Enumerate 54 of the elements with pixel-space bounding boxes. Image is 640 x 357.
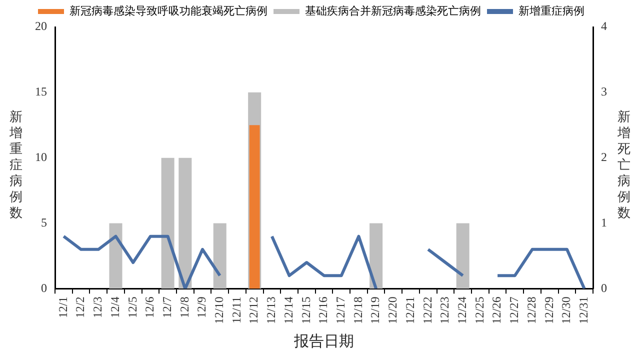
x-tick-label: 12/15 [298,296,313,324]
y-tick-label: 5 [41,215,47,230]
x-tick-label: 12/5 [125,296,140,318]
legend-label: 基础疾病合并新冠病毒感染死亡病例 [305,4,481,18]
y-axis-title: 新增重症病例数 [8,110,24,222]
x-tick-label: 12/4 [108,296,122,318]
x-tick-label: 12/26 [490,296,504,324]
x-tick-label: 12/11 [229,296,244,324]
y-tick-label: 0 [41,280,47,295]
bar [249,125,260,289]
x-tick-label: 12/8 [177,296,192,318]
x-tick-label: 12/31 [576,296,590,324]
x-tick-label: 12/6 [142,296,157,318]
legend-label: 新增重症病例 [518,4,584,18]
x-tick-label: 12/2 [73,296,88,318]
x-tick-label: 12/28 [524,296,538,324]
bar [370,223,383,289]
legend-label: 新冠病毒感染导致呼吸功能衰竭死亡病例 [70,4,268,18]
bar [161,158,174,289]
x-tick-label: 12/16 [316,296,330,324]
x-tick-label: 12/18 [350,296,365,324]
y2-tick-label: 1 [601,215,607,230]
x-tick-label: 12/14 [281,296,296,324]
x-tick-label: 12/7 [160,296,174,318]
x-tick-label: 12/13 [264,296,278,324]
y2-tick-label: 0 [601,280,607,295]
x-tick-label: 12/29 [542,296,556,324]
y2-axis-title: 新增死亡病例数 [616,110,632,222]
bar [178,158,192,289]
x-tick-label: 12/22 [420,296,434,324]
x-axis-title: 报告日期 [293,332,354,350]
y2-tick-label: 3 [601,84,607,99]
x-tick-label: 12/3 [90,296,105,318]
x-tick-label: 12/9 [194,296,209,318]
x-tick-label: 12/12 [246,296,261,324]
x-tick-label: 12/20 [386,296,400,324]
bar [109,223,122,289]
y2-tick-label: 2 [601,150,607,164]
y-tick-label: 15 [35,84,47,99]
x-tick-label: 12/17 [334,296,348,324]
y2-tick-label: 4 [601,19,607,34]
x-tick-label: 12/1 [56,296,70,318]
x-tick-label: 12/23 [438,296,452,324]
x-tick-label: 12/21 [402,296,417,324]
x-tick-label: 12/19 [368,296,382,324]
bar [213,223,226,289]
x-tick-label: 12/30 [559,296,574,324]
x-tick-label: 12/10 [212,296,226,324]
x-tick-label: 12/27 [507,296,522,324]
x-tick-label: 12/24 [454,296,469,324]
y-tick-label: 10 [35,150,47,164]
bar [456,223,470,289]
y-tick-label: 20 [35,19,47,34]
x-tick-label: 12/25 [472,296,486,324]
